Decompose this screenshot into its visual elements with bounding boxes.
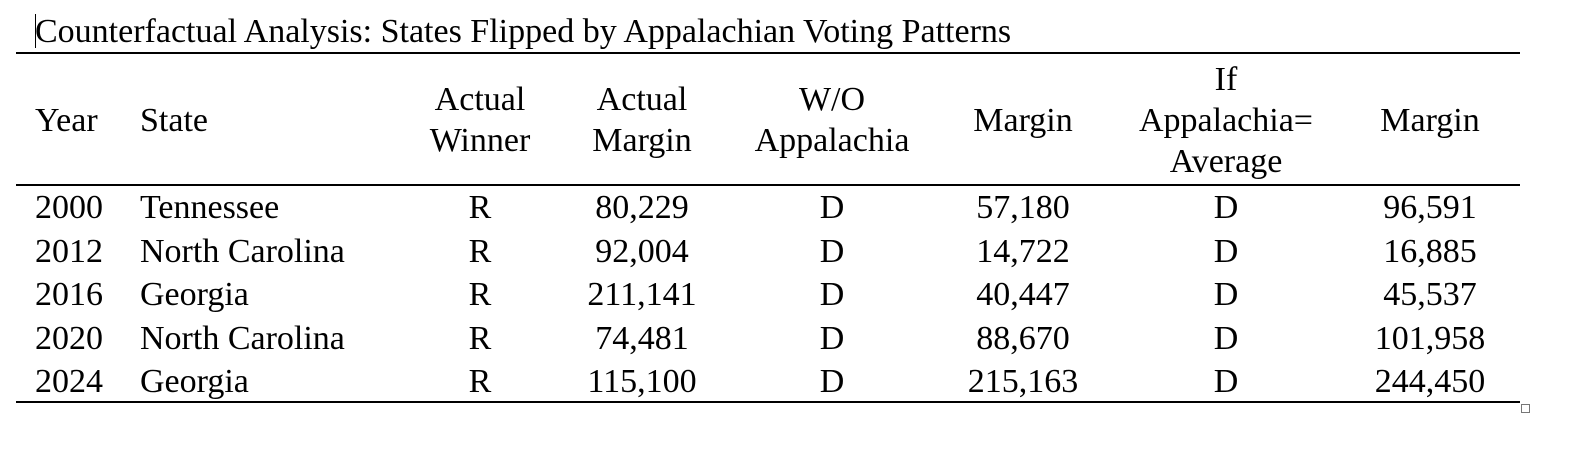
table-cell: D — [1213, 276, 1239, 313]
table-cell: 101,958 — [1374, 319, 1486, 357]
header-cell: Appalachia= — [1139, 101, 1313, 139]
table-cell: 2020 — [35, 319, 103, 357]
table-cell: D — [819, 276, 845, 313]
table-cell: D — [1213, 232, 1239, 270]
table-title: Counterfactual Analysis: States Flipped … — [35, 13, 1012, 50]
table-cell: 57,180 — [976, 189, 1070, 226]
table-cell: R — [468, 189, 492, 226]
table-cell: 80,229 — [595, 189, 689, 226]
header-cell: Actual — [596, 81, 688, 118]
table-cell: 16,885 — [1383, 232, 1477, 270]
header-cell: Actual — [434, 81, 526, 118]
table-cell: D — [1213, 319, 1239, 357]
table-cell: D — [1213, 363, 1239, 400]
header-cell: Year — [35, 101, 98, 139]
table-cell: R — [468, 319, 492, 357]
table-cell: D — [819, 232, 845, 270]
table-cell: 14,722 — [976, 232, 1070, 270]
table-cell: Tennessee — [140, 189, 280, 226]
header-cell: Average — [1169, 142, 1283, 180]
header-cell: W/O — [798, 81, 866, 118]
bottom-rule — [16, 401, 1520, 403]
table-cell: North Carolina — [140, 319, 345, 357]
header-cell: Margin — [973, 101, 1073, 139]
header-cell: Winner — [429, 122, 531, 159]
table-cell: 96,591 — [1383, 189, 1477, 226]
header-cell: Appalachia — [754, 122, 910, 159]
table-cell: D — [819, 189, 845, 226]
top-rule — [16, 52, 1520, 54]
table-cell: R — [468, 363, 492, 400]
table-cell: 2024 — [35, 363, 103, 400]
table-cell: 88,670 — [976, 319, 1070, 357]
table-cell: 2012 — [35, 232, 103, 270]
table-cell: 2000 — [35, 189, 103, 226]
table-cell: 211,141 — [587, 276, 697, 313]
table-cell: 92,004 — [595, 232, 689, 270]
table-cell: Georgia — [140, 363, 249, 400]
table-cell: 115,100 — [587, 363, 697, 400]
header-rule — [16, 184, 1520, 186]
table-cell: 2016 — [35, 276, 103, 313]
resize-handle — [1521, 404, 1530, 413]
text-cursor — [35, 14, 36, 48]
table-cell: R — [468, 232, 492, 270]
table-cell: Georgia — [140, 276, 249, 313]
header-cell: State — [140, 101, 208, 139]
table-cell: D — [819, 319, 845, 357]
table-cell: 45,537 — [1383, 276, 1477, 313]
table-cell: 244,450 — [1374, 363, 1486, 400]
header-cell: If — [1214, 60, 1238, 98]
table-cell: 215,163 — [967, 363, 1079, 400]
table-cell: R — [468, 276, 492, 313]
header-cell: Margin — [1380, 101, 1480, 139]
table-cell: 40,447 — [976, 276, 1070, 313]
table-cell: 74,481 — [595, 319, 689, 357]
table-cell: D — [819, 363, 845, 400]
table-cell: D — [1213, 189, 1239, 226]
header-cell: Margin — [592, 122, 692, 159]
table-cell: North Carolina — [140, 232, 345, 270]
